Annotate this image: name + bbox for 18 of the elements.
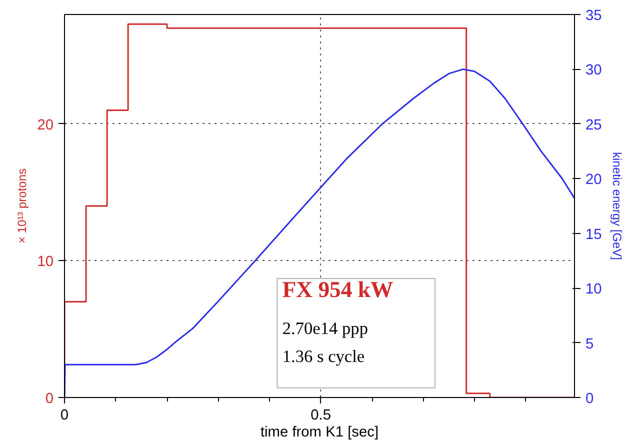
y2-tick-label: 25 [586,117,602,134]
y2-tick-label: 20 [586,172,602,188]
y-tick-label: 20 [37,117,54,134]
y2-tick-label: 30 [586,62,602,79]
y2-tick-label: 15 [586,226,602,243]
x-tick-label: 0.5 [310,408,331,424]
annotation: 1.36 s cycle [282,347,365,366]
y-tick-label: 10 [37,254,54,270]
y2-tick-label: 5 [586,336,594,352]
y-axis-title: × 10¹³ protons [15,168,30,244]
annotation: FX 954 kW [282,276,394,302]
annotation: 2.70e14 ppp [282,319,368,338]
y2-axis-title: kinetic energy [GeV] [610,152,624,260]
y-tick-label: 0 [45,391,54,407]
y2-tick-label: 35 [586,8,602,24]
x-axis-title: time from K1 [sec] [260,424,379,440]
y2-tick-label: 10 [586,282,602,298]
y2-tick-label: 0 [586,391,594,407]
